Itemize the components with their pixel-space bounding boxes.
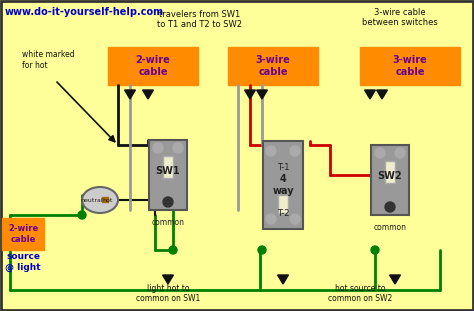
Text: hot source to
common on SW2: hot source to common on SW2: [328, 284, 392, 304]
Text: 3-wire
cable: 3-wire cable: [255, 55, 291, 77]
FancyBboxPatch shape: [385, 161, 395, 183]
Text: travelers from SW1
to T1 and T2 to SW2: travelers from SW1 to T1 and T2 to SW2: [157, 10, 243, 30]
Text: T-2: T-2: [277, 208, 289, 217]
Text: 4
way: 4 way: [272, 174, 294, 196]
FancyBboxPatch shape: [360, 47, 460, 85]
Circle shape: [375, 148, 385, 158]
Circle shape: [169, 246, 177, 254]
Circle shape: [163, 197, 173, 207]
Text: neutral: neutral: [81, 197, 103, 202]
FancyBboxPatch shape: [163, 156, 173, 178]
FancyBboxPatch shape: [371, 145, 409, 215]
Circle shape: [385, 202, 395, 212]
Circle shape: [153, 143, 163, 153]
Circle shape: [290, 146, 300, 156]
Text: 2-wire
cable: 2-wire cable: [8, 224, 38, 244]
FancyBboxPatch shape: [149, 140, 187, 210]
Circle shape: [395, 148, 405, 158]
FancyBboxPatch shape: [108, 47, 198, 85]
Polygon shape: [245, 90, 255, 99]
Circle shape: [258, 246, 266, 254]
Text: white marked
for hot: white marked for hot: [22, 50, 74, 70]
FancyBboxPatch shape: [228, 47, 318, 85]
Text: hot: hot: [103, 197, 113, 202]
Text: SW2: SW2: [378, 171, 402, 181]
Text: source
@ light: source @ light: [5, 252, 41, 272]
Text: common: common: [152, 218, 184, 227]
Polygon shape: [278, 275, 288, 284]
Circle shape: [266, 214, 276, 224]
Polygon shape: [377, 90, 387, 99]
FancyBboxPatch shape: [2, 218, 44, 250]
Circle shape: [173, 143, 183, 153]
Circle shape: [78, 211, 86, 219]
Polygon shape: [143, 90, 154, 99]
Text: 3-wire cable
between switches: 3-wire cable between switches: [362, 8, 438, 27]
FancyBboxPatch shape: [278, 195, 288, 213]
Text: common: common: [374, 223, 407, 232]
Text: 3-wire
cable: 3-wire cable: [392, 55, 428, 77]
Text: 2-wire
cable: 2-wire cable: [136, 55, 170, 77]
Text: T-1: T-1: [277, 163, 289, 171]
Ellipse shape: [82, 187, 118, 213]
Polygon shape: [125, 90, 136, 99]
FancyBboxPatch shape: [102, 197, 108, 202]
Circle shape: [371, 246, 379, 254]
Polygon shape: [256, 90, 267, 99]
Polygon shape: [365, 90, 375, 99]
Circle shape: [290, 214, 300, 224]
FancyBboxPatch shape: [263, 141, 303, 229]
Text: SW1: SW1: [155, 166, 180, 176]
Circle shape: [266, 146, 276, 156]
Text: light hot to
common on SW1: light hot to common on SW1: [136, 284, 200, 304]
Polygon shape: [163, 275, 173, 284]
Text: www.do-it-yourself-help.com: www.do-it-yourself-help.com: [5, 7, 164, 17]
Polygon shape: [390, 275, 401, 284]
